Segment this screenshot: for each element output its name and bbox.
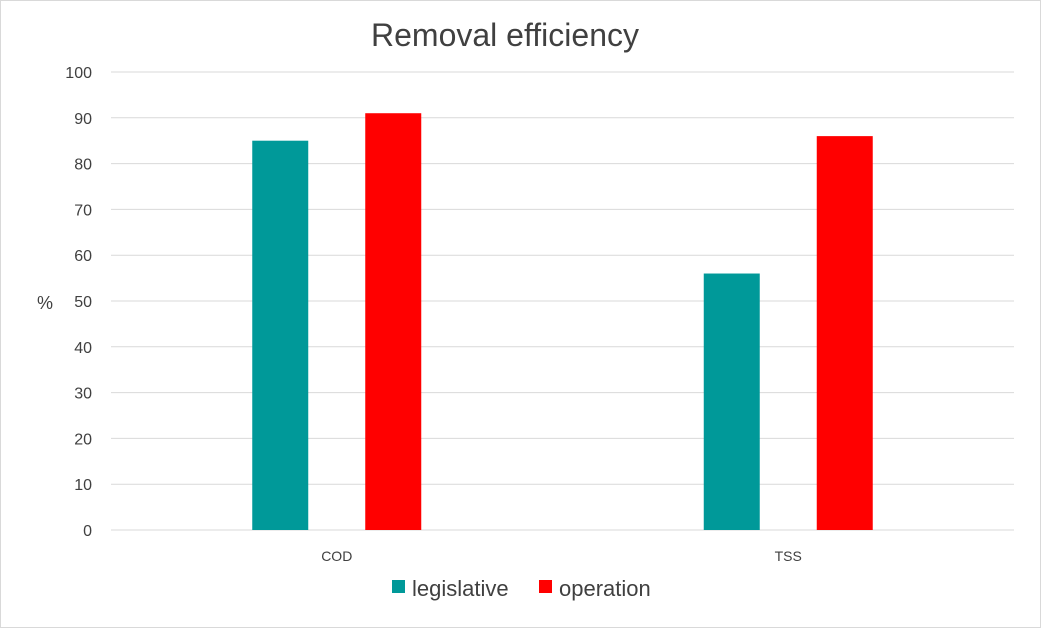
x-category-label: TSS	[775, 548, 802, 564]
legend-label-legislative: legislative	[412, 576, 509, 601]
y-axis-label: %	[37, 293, 53, 313]
legend-swatch-operation	[539, 580, 552, 593]
chart-title: Removal efficiency	[371, 17, 639, 53]
y-tick-label: 70	[74, 202, 92, 219]
y-tick-label: 0	[83, 523, 92, 540]
bar-legislative-tss	[703, 273, 760, 530]
y-tick-label: 40	[74, 340, 92, 357]
y-tick-label: 20	[74, 431, 92, 448]
gridlines	[111, 71, 1014, 531]
x-category-label: COD	[321, 548, 352, 564]
y-tick-label: 60	[74, 248, 92, 265]
bar-operation-cod	[365, 113, 422, 530]
legend-swatch-legislative	[392, 580, 405, 593]
y-tick-label: 10	[74, 477, 92, 494]
y-axis-ticks: 0 10 20 30 40 50 60 70 80 90 100	[65, 65, 92, 540]
y-tick-label: 30	[74, 386, 92, 403]
bar-operation-tss	[816, 136, 873, 530]
legend: legislative operation	[392, 576, 651, 601]
y-tick-label: 100	[65, 65, 92, 82]
y-tick-label: 80	[74, 157, 92, 174]
bars	[252, 113, 873, 530]
y-tick-label: 90	[74, 111, 92, 128]
bar-legislative-cod	[252, 140, 309, 530]
x-axis-categories: COD TSS	[321, 548, 802, 564]
y-tick-label: 50	[74, 294, 92, 311]
legend-label-operation: operation	[559, 576, 651, 601]
